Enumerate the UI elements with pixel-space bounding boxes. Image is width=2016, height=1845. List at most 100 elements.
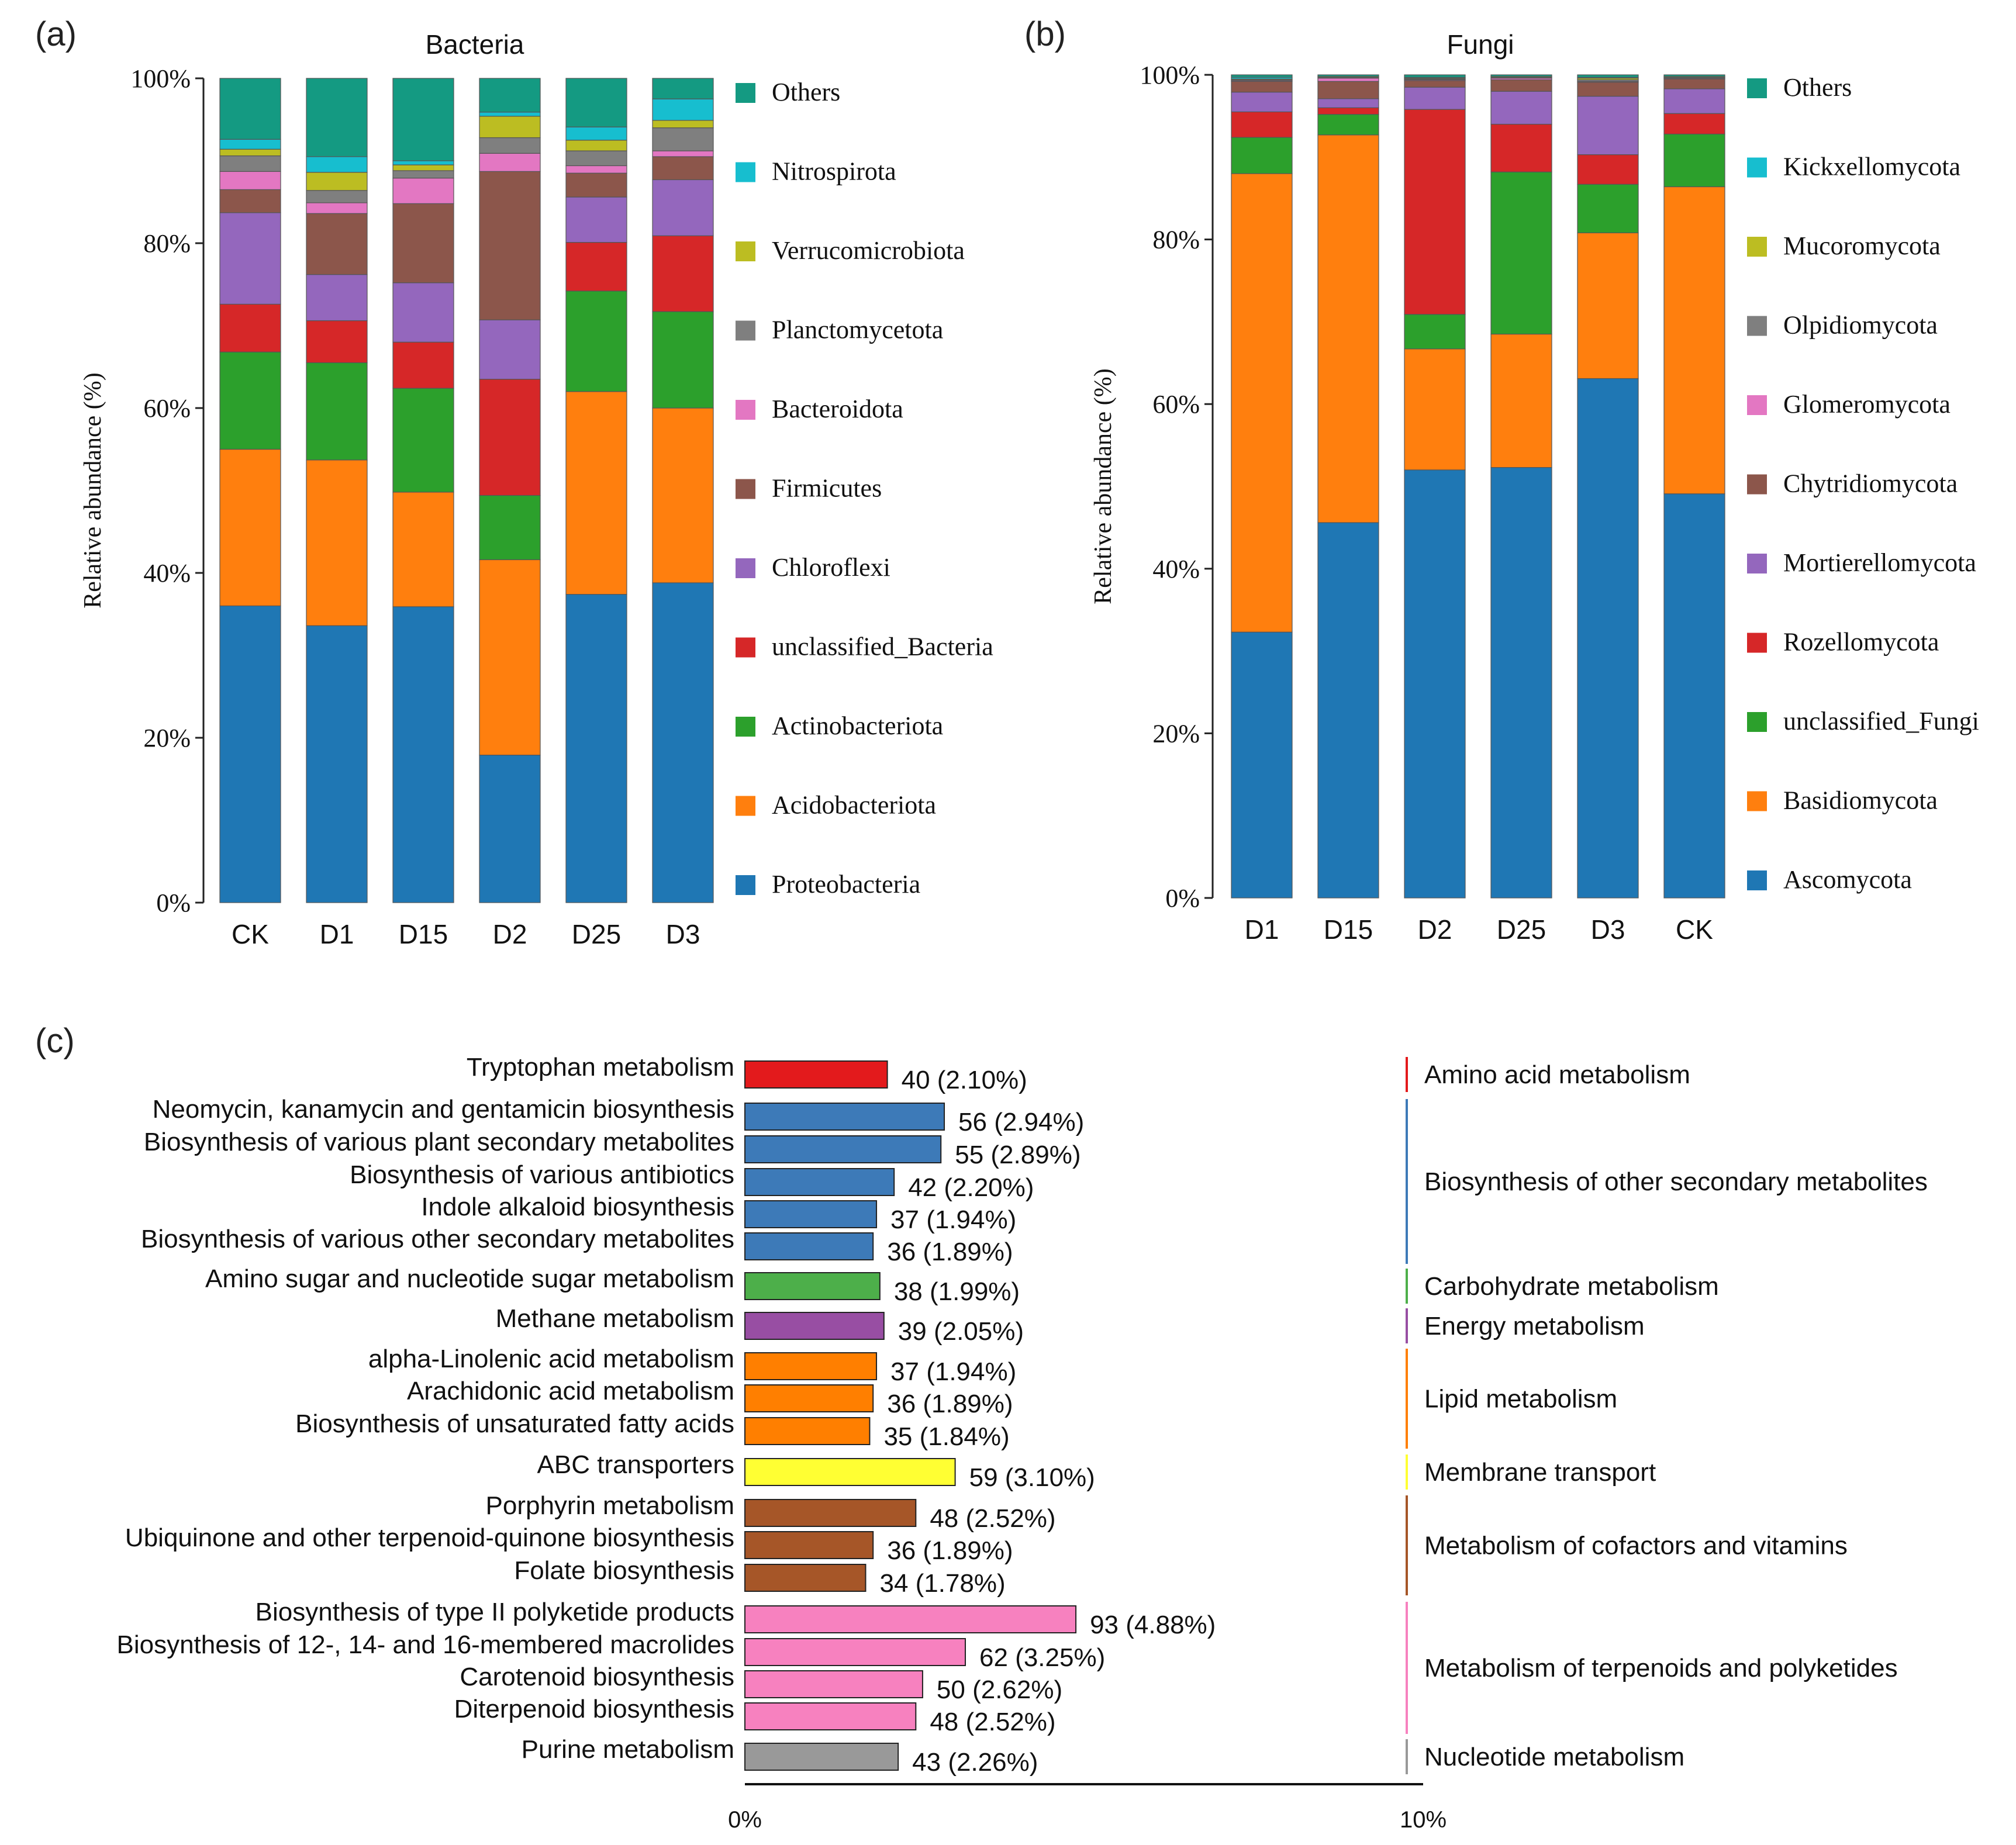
bar-segment-ck-rozellomycota (1663, 113, 1725, 134)
legend-label-glomeromycota: Glomeromycota (1783, 390, 1951, 419)
pathway-bar-diterpenoid-biosynthesis (744, 1702, 917, 1730)
bar-segment-d1-nitrospirota (306, 156, 368, 173)
bar-segment-d15-proteobacteria (392, 606, 454, 903)
bar-segment-d2-proteobacteria (479, 755, 541, 903)
bar-segment-d3-acidobacteriota (652, 407, 714, 583)
legend-swatch-unclassified-bacteria (736, 637, 755, 658)
x-tick-label-d25: D25 (1497, 914, 1546, 945)
bar-segment-d3-others (652, 78, 714, 99)
pathway-value-biosynthesis-of-type-ii-polyketide-products: 93 (4.88%) (1090, 1611, 1216, 1639)
bar-segment-ck-ascomycota (1663, 493, 1725, 899)
bar-segment-d25-nitrospirota (565, 126, 627, 141)
legend-label-verrucomicrobiota: Verrucomicrobiota (772, 236, 965, 265)
bar-segment-d1-verrucomicrobiota (306, 172, 368, 191)
bar-segment-d1-acidobacteriota (306, 459, 368, 626)
bar-segment-d3-proteobacteria (652, 582, 714, 903)
bar-segment-d25-firmicutes (565, 172, 627, 198)
bar-segment-d3-chytridiomycota (1577, 82, 1639, 97)
pathway-value-neomycin-kanamycin-and-gentamicin-biosynthesis: 56 (2.94%) (958, 1108, 1084, 1136)
legend-label-actinobacteriota: Actinobacteriota (772, 711, 943, 740)
bar-segment-d2-verrucomicrobiota (479, 116, 541, 139)
panel-b-label: (b) (1024, 15, 1066, 53)
pathway-value-indole-alkaloid-biosynthesis: 37 (1.94%) (890, 1205, 1016, 1234)
legend-label-chytridiomycota: Chytridiomycota (1783, 469, 1958, 498)
pathway-value-biosynthesis-of-12-14-and-16-membered-macrolides: 62 (3.25%) (979, 1643, 1105, 1672)
kegg-pathway-chart: Tryptophan metabolism 40 (2.10%) Neomycin,… (116, 1053, 1927, 1833)
bar-segment-d25-acidobacteriota (565, 391, 627, 595)
y-tick-label: 100% (1140, 61, 1200, 89)
bar-segment-d3-bacteroidota (652, 150, 714, 157)
bar-segment-d3-mortierellomycota (1577, 96, 1639, 156)
pathway-value-alpha-linolenic-acid-metabolism: 37 (1.94%) (890, 1357, 1016, 1386)
legend-label-bacteroidota: Bacteroidota (772, 395, 903, 423)
legend-swatch-ascomycota (1747, 870, 1767, 890)
bar-segment-d2-unclassified-bacteria (479, 379, 541, 496)
bar-segment-d15-mortierellomycota (1317, 98, 1379, 108)
pathway-value-biosynthesis-of-various-other-secondary-metabolites: 36 (1.89%) (887, 1238, 1013, 1266)
bar-segment-d25-unclassified-fungi (1490, 171, 1552, 335)
bar-segment-d25-ascomycota (1490, 467, 1552, 899)
bar-segment-d25-rozellomycota (1490, 123, 1552, 172)
y-tick-label: 80% (1152, 226, 1200, 254)
bar-segment-d25-planctomycetota (565, 150, 627, 167)
bar-segment-d2-bacteroidota (479, 153, 541, 172)
pathway-value-carotenoid-biosynthesis: 50 (2.62%) (937, 1675, 1062, 1704)
bacteria-chart: Bacteria 0% 20% 40% 60% 80% 100% Relative abund… (80, 29, 993, 949)
pathway-bar-carotenoid-biosynthesis (744, 1670, 923, 1698)
bar-segment-d2-acidobacteriota (479, 559, 541, 756)
bar-segment-d15-glomeromycota (1317, 78, 1379, 82)
x-tick-label-d15: D15 (1324, 914, 1373, 945)
pathway-value-biosynthesis-of-various-plant-secondary-metabolites: 55 (2.89%) (955, 1141, 1081, 1169)
x-tick-label-d2: D2 (493, 919, 527, 949)
bar-segment-d1-actinobacteriota (306, 362, 368, 461)
pathway-label-arachidonic-acid-metabolism: Arachidonic acid metabolism (407, 1377, 734, 1405)
bar-segment-d3-firmicutes (652, 156, 714, 181)
bar-segment-ck-mortierellomycota (1663, 88, 1725, 114)
bar-segment-ck-chytridiomycota (1663, 78, 1725, 89)
bar-segment-d25-verrucomicrobiota (565, 140, 627, 151)
legend-label-others: Others (772, 78, 840, 106)
pathway-bar-indole-alkaloid-biosynthesis (744, 1200, 878, 1228)
legend-swatch-nitrospirota (736, 162, 755, 182)
legend-swatch-chytridiomycota (1747, 474, 1767, 495)
y-tick-label: 80% (143, 229, 191, 258)
y-tick-label: 60% (1152, 390, 1200, 419)
bar-segment-d2-mortierellomycota (1404, 87, 1466, 110)
bar-segment-d2-nitrospirota (479, 112, 541, 117)
pathway-label-tryptophan-metabolism: Tryptophan metabolism (467, 1053, 734, 1082)
bar-segment-d15-others (1317, 74, 1379, 77)
y-axis-label: Relative abundance (%) (1090, 368, 1117, 604)
x-tick-label-d3: D3 (666, 919, 700, 949)
bar-segment-d3-verrucomicrobiota (652, 120, 714, 129)
bar-segment-ck-bacteroidota (219, 171, 281, 190)
pathway-label-biosynthesis-of-type-ii-polyketide-products: Biosynthesis of type II polyketide produ… (256, 1598, 734, 1626)
bar-segment-d3-nitrospirota (652, 98, 714, 121)
legend-label-planctomycetota: Planctomycetota (772, 316, 943, 344)
bar-segment-d2-ascomycota (1404, 469, 1466, 899)
x-tick-label-d1: D1 (320, 919, 354, 949)
pathway-value-abc-transporters: 59 (3.10%) (969, 1463, 1095, 1492)
legend-label-olpidiomycota: Olpidiomycota (1783, 311, 1938, 340)
bar-segment-d1-others (306, 78, 368, 157)
category-label-lipid-metabolism: Lipid metabolism (1424, 1385, 1617, 1414)
legend-swatch-planctomycetota (736, 320, 755, 341)
legend-label-kickxellomycota: Kickxellomycota (1783, 153, 1960, 181)
bar-segment-d15-acidobacteriota (392, 492, 454, 607)
legend-swatch-basidiomycota (1747, 791, 1767, 811)
x-tick-label-d1: D1 (1245, 914, 1279, 945)
bar-segment-d15-bacteroidota (392, 178, 454, 204)
bar-segment-d3-basidiomycota (1577, 232, 1639, 379)
pathway-value-purine-metabolism: 43 (2.26%) (912, 1748, 1038, 1777)
pathway-bar-biosynthesis-of-type-ii-polyketide-products (744, 1605, 1077, 1633)
pathway-bar-biosynthesis-of-various-other-secondary-metabolites (744, 1232, 874, 1260)
bar-segment-d25-basidiomycota (1490, 333, 1552, 468)
bar-segment-d2-actinobacteriota (479, 495, 541, 561)
bar-segment-d3-unclassified-fungi (1577, 184, 1639, 233)
bar-segment-d1-rozellomycota (1231, 111, 1293, 138)
pathway-label-alpha-linolenic-acid-metabolism: alpha-Linolenic acid metabolism (368, 1345, 734, 1373)
bar-segment-d25-proteobacteria (565, 594, 627, 903)
panel-c-label: (c) (35, 1022, 75, 1060)
category-label-metabolism-of-cofactors-and-vitamins: Metabolism of cofactors and vitamins (1424, 1532, 1848, 1560)
bar-segment-d15-rozellomycota (1317, 107, 1379, 115)
